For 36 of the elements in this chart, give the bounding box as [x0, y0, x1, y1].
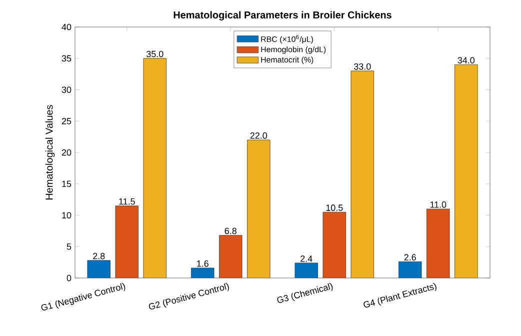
y-tick-label: 15 [62, 180, 72, 188]
data-label: 6.8 [224, 228, 236, 234]
bar [294, 262, 318, 278]
chart-title: Hematological Parameters in Broiler Chickens [174, 11, 392, 20]
data-label: 2.4 [300, 255, 312, 262]
y-tick-label: 35 [62, 55, 72, 62]
y-tick-label: 5 [66, 243, 72, 250]
bar [87, 260, 110, 278]
y-tick-label: 25 [62, 118, 72, 124]
bar [426, 208, 450, 278]
data-label: 22.0 [250, 132, 268, 139]
data-label: 1.6 [197, 260, 208, 267]
bar [398, 261, 422, 278]
data-label: 34.0 [458, 57, 475, 64]
bar [143, 58, 167, 278]
x-tick-label: G2 (Positive Control) [148, 282, 229, 310]
data-label: 11.0 [430, 201, 446, 208]
bar [115, 206, 138, 278]
bar [454, 64, 478, 278]
data-label: 2.8 [93, 252, 105, 260]
x-tick-label: G4 (Plant Extracts) [364, 282, 436, 308]
bar [322, 212, 346, 278]
bar [219, 235, 242, 278]
data-label: 33.0 [354, 63, 371, 70]
bar [247, 140, 270, 278]
data-label: 11.5 [119, 198, 135, 205]
data-label: 2.6 [404, 254, 416, 260]
bar [350, 70, 374, 278]
y-tick-label: 30 [62, 86, 72, 93]
data-label: 10.5 [326, 204, 343, 211]
data-label: 35.0 [146, 50, 164, 58]
y-tick-label: 10 [62, 212, 72, 218]
y-tick-label: 40 [62, 24, 72, 30]
y-tick-label: 20 [62, 149, 72, 156]
y-axis-title: Hematological Values [45, 105, 55, 200]
y-tick-label: 0 [66, 274, 72, 282]
